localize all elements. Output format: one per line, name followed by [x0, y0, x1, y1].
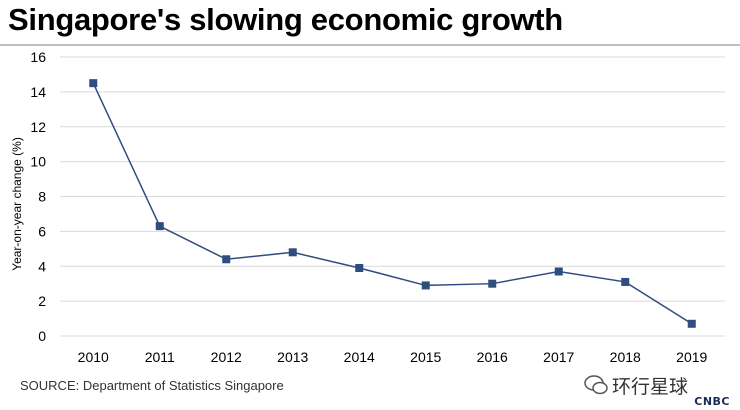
x-tick-labels: 2010 2011 2012 2013 2014 2015 2016 2017 2018 2019 — [78, 349, 708, 365]
watermark-logo: 环行星球 CNBC — [584, 368, 734, 408]
y-tick-label: 8 — [38, 189, 46, 205]
chart-title: Singapore's slowing economic growth — [8, 2, 563, 37]
y-tick-label: 10 — [30, 154, 46, 170]
y-axis-label: Year-on-year change (%) — [10, 137, 24, 271]
data-point-marker — [222, 255, 231, 264]
x-tick-label: 2016 — [477, 349, 508, 365]
data-point-marker — [355, 263, 364, 272]
source-note: SOURCE: Department of Statistics Singapo… — [20, 378, 284, 393]
y-tick-label: 6 — [38, 223, 46, 239]
chat-bubble-icon — [584, 375, 608, 395]
cnbc-logo: CNBC — [694, 395, 730, 408]
y-tick-labels: 0 2 4 6 8 10 12 14 16 — [30, 49, 46, 344]
x-tick-label: 2018 — [610, 349, 641, 365]
data-point-marker — [621, 277, 630, 286]
y-tick-label: 12 — [30, 119, 46, 135]
data-point-marker — [554, 267, 563, 276]
data-point-marker — [488, 279, 497, 288]
x-tick-label: 2014 — [344, 349, 375, 365]
x-tick-label: 2010 — [78, 349, 109, 365]
series-markers — [89, 79, 696, 328]
data-point-marker — [288, 248, 297, 257]
y-tick-label: 2 — [38, 293, 46, 309]
y-tick-label: 16 — [30, 49, 46, 65]
data-point-marker — [89, 79, 98, 88]
data-point-marker — [421, 281, 430, 290]
x-tick-label: 2012 — [211, 349, 242, 365]
series-line-layer — [92, 82, 693, 325]
y-tick-label: 0 — [38, 328, 46, 344]
x-tick-label: 2015 — [410, 349, 441, 365]
series-line — [92, 82, 693, 325]
title-divider — [0, 44, 740, 46]
data-point-marker — [687, 319, 696, 328]
y-tick-label: 4 — [38, 258, 46, 274]
x-tick-label: 2017 — [543, 349, 574, 365]
watermark-text: 环行星球 — [612, 376, 689, 398]
gridlines — [60, 56, 725, 337]
x-tick-label: 2011 — [145, 349, 175, 365]
x-tick-label: 2013 — [277, 349, 308, 365]
y-tick-label: 14 — [30, 84, 46, 100]
x-tick-label: 2019 — [676, 349, 707, 365]
data-point-marker — [155, 222, 164, 231]
